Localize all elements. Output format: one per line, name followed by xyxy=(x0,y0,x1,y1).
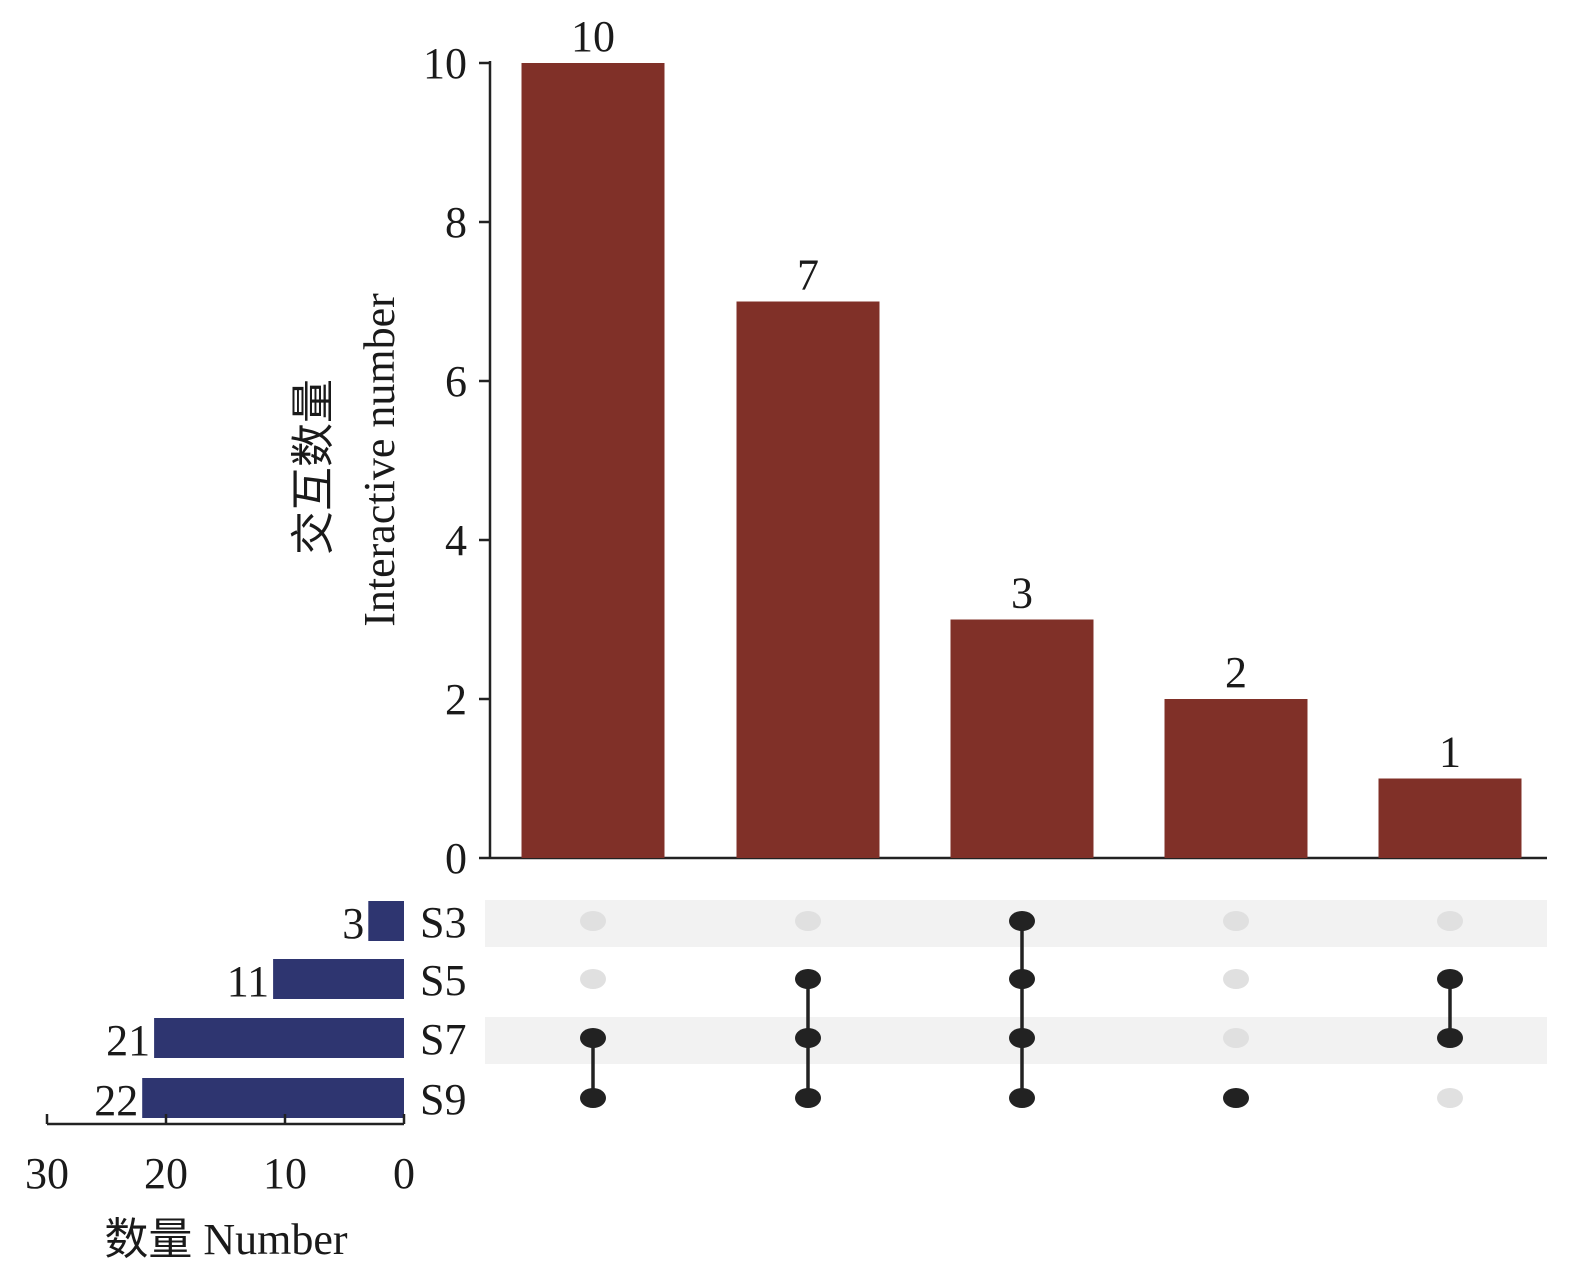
intersection-bar xyxy=(950,619,1094,858)
set-label-s3: S3 xyxy=(420,898,466,947)
set-size-axis-title: 数量 Number xyxy=(104,1215,348,1264)
matrix-dot-active xyxy=(1009,1088,1035,1108)
set-size-x-axis: 30 20 10 0 xyxy=(25,1114,415,1198)
matrix-dot-active xyxy=(1437,1028,1463,1048)
set-size-label-s9: 22 xyxy=(94,1076,138,1125)
intersection-bar xyxy=(521,63,665,858)
matrix-dot-active xyxy=(580,1088,606,1108)
y-tick-label: 2 xyxy=(445,675,467,724)
matrix-dot-active xyxy=(795,1088,821,1108)
y-axis-title-en: Interactive number xyxy=(355,293,404,627)
matrix-dot-active xyxy=(1437,969,1463,989)
set-axis-tick-label: 10 xyxy=(263,1149,307,1198)
matrix-dot-inactive xyxy=(1437,911,1463,931)
set-size-bar-s7 xyxy=(154,1018,404,1058)
intersection-bar xyxy=(1164,699,1308,858)
intersection-bar xyxy=(1378,778,1522,858)
matrix-dot-inactive xyxy=(795,911,821,931)
set-size-bars: 3 11 21 22 xyxy=(94,899,404,1125)
set-size-bar-s5 xyxy=(273,959,404,999)
set-axis-tick-label: 0 xyxy=(393,1149,415,1198)
intersection-bar-label: 1 xyxy=(1439,728,1461,777)
intersection-matrix xyxy=(580,911,1463,1108)
intersection-bar-label: 3 xyxy=(1011,569,1033,618)
matrix-dot-inactive xyxy=(1223,1028,1249,1048)
y-tick-label: 10 xyxy=(423,39,467,88)
intersection-bars xyxy=(521,63,1522,858)
set-size-label-s3: 3 xyxy=(342,899,364,948)
y-tick-label: 8 xyxy=(445,198,467,247)
intersection-bar-label: 2 xyxy=(1225,648,1247,697)
matrix-dot-active xyxy=(795,1028,821,1048)
matrix-dot-inactive xyxy=(1223,969,1249,989)
intersection-y-axis: 0 2 4 6 8 10 xyxy=(423,39,1547,883)
set-size-label-s7: 21 xyxy=(106,1016,150,1065)
matrix-dot-inactive xyxy=(580,911,606,931)
intersection-bar-label: 7 xyxy=(797,251,819,300)
set-size-bar-s3 xyxy=(368,901,404,941)
y-axis-title-cn: 交互数量 xyxy=(289,379,338,555)
matrix-dot-active xyxy=(1223,1088,1249,1108)
matrix-dot-active xyxy=(1009,969,1035,989)
matrix-dot-inactive xyxy=(1437,1088,1463,1108)
intersection-bar-labels: 10 7 3 2 1 xyxy=(571,12,1461,777)
matrix-dot-inactive xyxy=(1223,911,1249,931)
intersection-bar-label: 10 xyxy=(571,12,615,61)
matrix-dot-active xyxy=(1009,1028,1035,1048)
set-axis-tick-label: 20 xyxy=(144,1149,188,1198)
matrix-dot-active xyxy=(1009,911,1035,931)
set-label-s9: S9 xyxy=(420,1075,466,1124)
matrix-dot-active xyxy=(580,1028,606,1048)
matrix-dot-active xyxy=(795,969,821,989)
y-tick-label: 0 xyxy=(445,834,467,883)
matrix-dot-inactive xyxy=(580,969,606,989)
set-label-s5: S5 xyxy=(420,956,466,1005)
y-tick-label: 6 xyxy=(445,357,467,406)
y-tick-label: 4 xyxy=(445,516,467,565)
set-size-bar-s9 xyxy=(142,1078,404,1118)
set-labels: S3 S5 S7 S9 xyxy=(420,898,466,1124)
set-axis-tick-label: 30 xyxy=(25,1149,69,1198)
set-size-label-s5: 11 xyxy=(227,957,269,1006)
intersection-bar xyxy=(736,301,880,858)
set-label-s7: S7 xyxy=(420,1015,466,1064)
